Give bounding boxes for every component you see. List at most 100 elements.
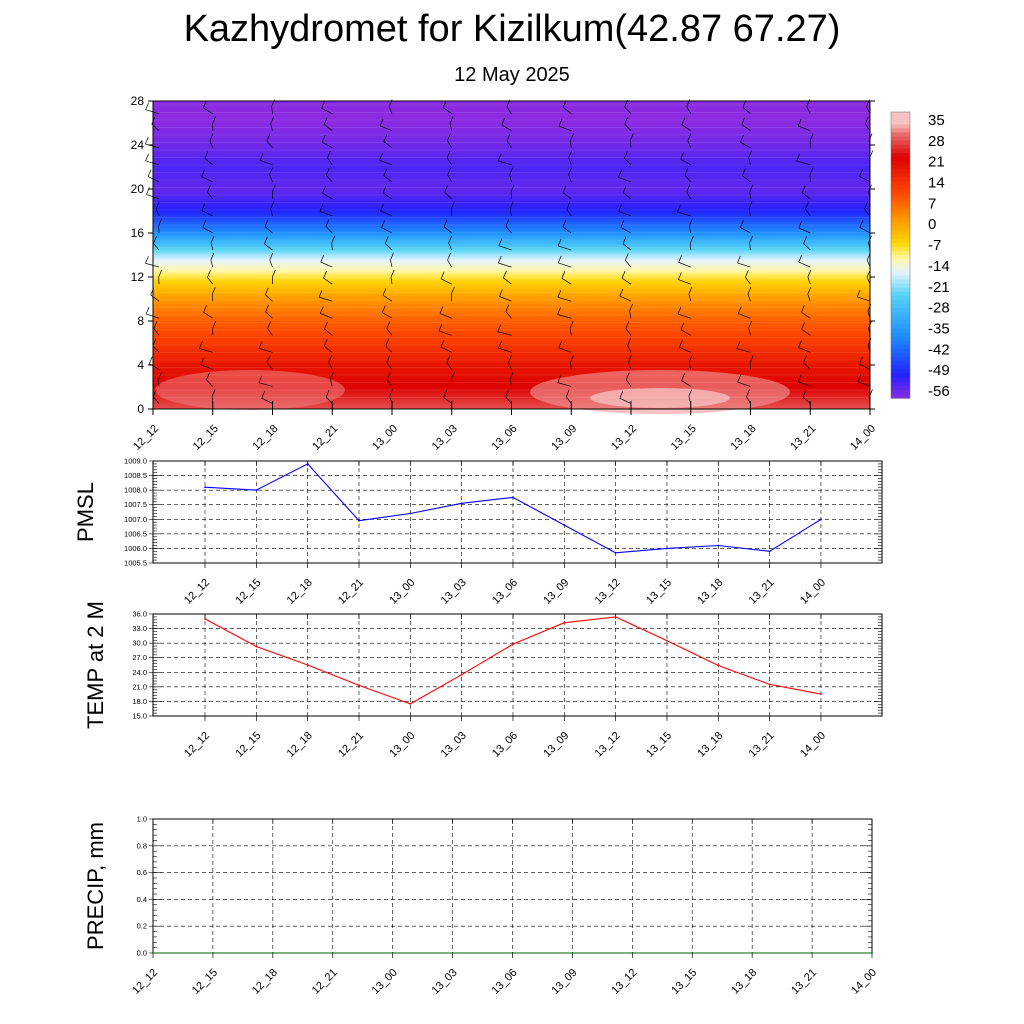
data-point (871, 952, 873, 954)
colorbar-cell (891, 308, 910, 313)
wind-barb (439, 306, 452, 319)
wind-barb (680, 152, 691, 166)
colorbar-cell (891, 263, 910, 268)
x-tick-label: 13_12 (609, 423, 639, 453)
colorbar-label: 14 (928, 175, 945, 192)
data-point (691, 952, 694, 954)
colorbar-cell (891, 242, 910, 248)
x-tick-label: 13_15 (644, 577, 674, 607)
wind-barb (258, 375, 273, 387)
x-tick-label: 12_18 (285, 730, 315, 760)
wind-barb (748, 201, 753, 217)
data-point (451, 952, 454, 954)
wind-barb (679, 340, 691, 353)
colorbar-cell (891, 299, 910, 305)
chart-subtitle: 12 May 2025 (454, 64, 570, 86)
colorbar-cell (891, 173, 910, 178)
wind-barb (212, 320, 217, 336)
wind-barb (497, 255, 512, 268)
wind-barb (557, 375, 572, 387)
y-tick-label: 1007.0 (124, 515, 147, 524)
wind-barb (509, 201, 514, 217)
x-tick-label: 12_18 (285, 577, 315, 607)
wind-barb (624, 253, 632, 268)
precip-panel: 0.0 0.2 0.4 0.6 0.8 1.0 12_12 12_15 12_18 12_21 13… (83, 815, 879, 997)
wind-barb (570, 355, 574, 370)
colorbar-cell (891, 353, 910, 358)
wind-barb (264, 236, 273, 251)
wind-barb (450, 201, 455, 216)
x-tick-label: 13_03 (430, 967, 460, 997)
wind-barb (323, 117, 333, 131)
x-tick-label: 13_06 (490, 967, 520, 997)
wind-barb (562, 100, 572, 114)
x-tick-label: 13_15 (669, 967, 699, 997)
data-point (563, 621, 566, 624)
wind-barb (859, 169, 871, 183)
y-tick-label: 12 (131, 270, 145, 284)
wind-barb (201, 169, 213, 183)
wind-barb (737, 255, 751, 268)
wind-barb (803, 236, 811, 251)
y-tick-label: 27.0 (132, 653, 147, 662)
data-point (204, 617, 206, 620)
y-tick-label: 4 (137, 358, 144, 372)
y-tick-label: 21.0 (132, 682, 147, 691)
wind-barb (619, 288, 632, 302)
wind-barb (688, 355, 693, 370)
data-point (666, 547, 668, 550)
data-point (255, 645, 258, 648)
warm-patch (590, 388, 730, 408)
colorbar-cell (891, 348, 910, 354)
colorbar-label: 21 (928, 154, 945, 171)
plot-frame (152, 613, 883, 717)
wind-barb (802, 389, 811, 404)
wind-barb (382, 185, 393, 200)
colorbar-label: -42 (928, 341, 950, 358)
data-point (152, 952, 154, 954)
y-tick-label: 33.0 (132, 624, 147, 633)
y-tick-label: 0 (137, 402, 144, 416)
colorbar-cell (891, 332, 910, 338)
colorbar-cell (891, 385, 910, 391)
data-point (306, 664, 309, 666)
data-point (717, 544, 720, 547)
x-tick-label: 13_00 (387, 577, 417, 607)
wind-barb (568, 150, 573, 165)
y-tick-label: 24 (131, 138, 145, 152)
x-tick-label: 13_18 (695, 730, 725, 760)
x-tick-label: 12_12 (182, 730, 212, 760)
wind-barb (153, 321, 160, 336)
wind-barb (499, 289, 512, 302)
x-tick-label: 14_00 (798, 577, 828, 607)
colorbar-cell (891, 193, 910, 199)
wind-barb (625, 372, 632, 387)
wind-barb (379, 153, 393, 166)
wind-barb (446, 355, 453, 370)
wind-barb (809, 167, 814, 182)
wind-barb (497, 324, 512, 336)
wind-barb (327, 150, 333, 165)
colorbar-cell (891, 169, 910, 174)
x-tick-label: 13_18 (729, 423, 759, 453)
wind-barb (383, 168, 393, 183)
colorbar-label: -21 (928, 279, 950, 296)
wind-barb (741, 117, 751, 131)
x-tick-label: 13_00 (370, 423, 400, 453)
data-point (511, 952, 514, 954)
colorbar-cell (891, 226, 910, 232)
wind-barb (681, 373, 691, 387)
wind-barb (687, 133, 692, 148)
x-tick-label: 13_06 (490, 577, 520, 607)
chart-title: Kazhydromet for Kizilkum(42.87 67.27) (183, 8, 841, 50)
wind-barb (270, 201, 274, 217)
colorbar-cell (891, 365, 910, 370)
data-point (614, 616, 617, 618)
x-tick-label: 12_21 (336, 577, 366, 607)
wind-barb (807, 286, 812, 302)
wind-barb (746, 389, 751, 404)
wind-barb (864, 202, 871, 217)
wind-barb (505, 219, 512, 234)
wind-barb (382, 288, 393, 302)
wind-barb (625, 321, 632, 336)
